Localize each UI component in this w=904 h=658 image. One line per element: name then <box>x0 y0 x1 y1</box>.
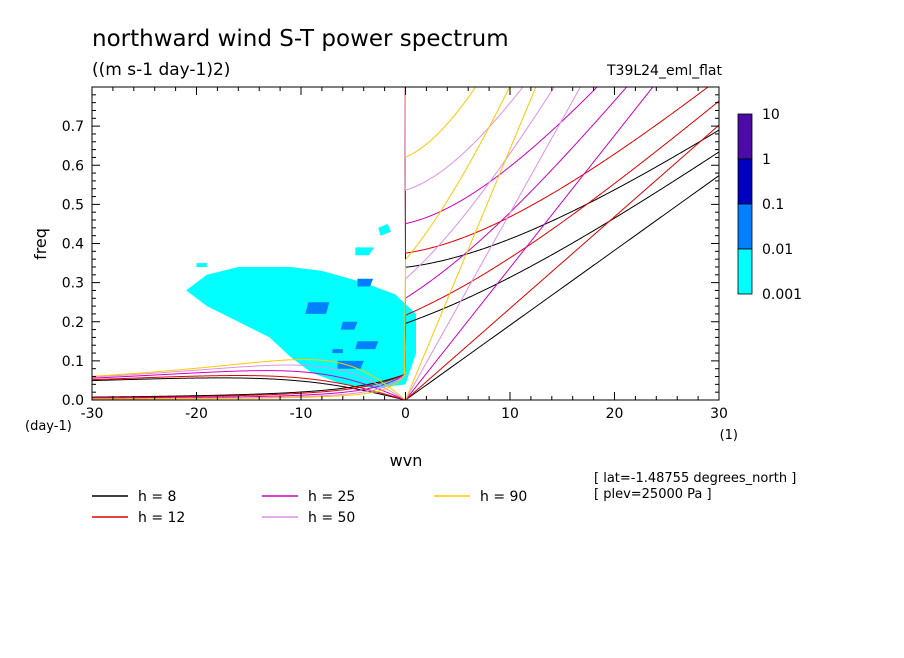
legend-label: h = 8 <box>138 489 176 505</box>
spectrum-region-0 <box>186 267 416 389</box>
rossby-curve-h50 <box>92 364 405 400</box>
colorbar-swatch <box>737 248 753 295</box>
eastward-ig0-curve-h90 <box>405 87 511 261</box>
legend: h = 8 h = 12 h = 25 h = 50 h = 90 <box>92 489 527 526</box>
rossby-curve-h90 <box>92 358 405 400</box>
colorbar-swatch <box>737 113 753 160</box>
eastward-ig0-curve-h8 <box>405 151 719 324</box>
spectrum-region-8 <box>332 349 343 354</box>
x-tick-label: -20 <box>185 406 208 422</box>
colorbar-swatch <box>737 203 753 250</box>
eastward-ig0-curve-h50 <box>405 87 555 280</box>
spectrum-region-6 <box>340 321 358 330</box>
kelvin-curve-h25 <box>405 87 654 400</box>
spectrum-region-3 <box>196 263 207 267</box>
rossby-curve-h25 <box>92 370 405 400</box>
chart-subtitle: ((m s-1 day-1)2) <box>92 60 230 80</box>
inertia-gravity-curve-h25 <box>404 87 598 225</box>
spectrum-region-1 <box>378 223 391 236</box>
x-tick-label: 0 <box>401 406 410 422</box>
kelvin-curve-h90 <box>405 87 537 400</box>
colorbar-label: 0.01 <box>762 242 793 258</box>
spectrum-region-2 <box>355 247 375 256</box>
x-axis-label: wvn <box>390 451 423 470</box>
x-tick-label: -10 <box>290 406 313 422</box>
spectrum-region-9 <box>337 360 364 369</box>
inertia-gravity-curve-h90 <box>404 87 477 158</box>
eastward-ig0-curve-h12 <box>405 100 719 316</box>
spectrum-region-5 <box>305 302 330 314</box>
x-unit-label: (1) <box>720 428 738 443</box>
colorbar-label: 10 <box>762 107 780 123</box>
mrg-curve-h8 <box>92 323 406 398</box>
colorbar-label: 1 <box>762 152 771 168</box>
y-axis-label: freq <box>31 228 50 260</box>
chart-title: northward wind S-T power spectrum <box>92 26 509 52</box>
x-tick-label: -30 <box>81 406 104 422</box>
colorbar-label: 0.1 <box>762 197 784 213</box>
legend-label: h = 50 <box>308 510 355 526</box>
legend-label: h = 90 <box>480 489 527 505</box>
y-tick-label: 0.1 <box>62 354 84 370</box>
kelvin-curve-h50 <box>405 87 581 400</box>
dispersion-curves <box>92 87 719 400</box>
kelvin-curve-h8 <box>405 175 719 400</box>
y-tick-label: 0.7 <box>62 119 84 135</box>
colorbar-swatch <box>737 158 753 205</box>
axis-ticks: -30 -20 -10 0 10 20 30 0.0 0.1 0.2 0.3 0.4 0.5 0.6 0.7 <box>62 86 728 422</box>
inertia-gravity-curve-h50 <box>404 87 524 191</box>
spectrum-region-4 <box>357 278 374 287</box>
y-tick-label: 0.4 <box>62 237 84 253</box>
legend-label: h = 12 <box>138 510 185 526</box>
spectrum-fills <box>186 223 416 389</box>
x-tick-label: 30 <box>710 406 728 422</box>
inertia-gravity-curve-h12 <box>404 87 709 254</box>
rossby-curve-h12 <box>92 375 405 400</box>
annotation-lat: [ lat=-1.48755 degrees_north ] <box>594 471 796 486</box>
eastward-ig0-curve-h25 <box>405 87 628 299</box>
run-label: T39L24_eml_flat <box>606 63 723 79</box>
colorbar-label: 0.001 <box>762 287 802 303</box>
x-tick-label: 10 <box>501 406 519 422</box>
mrg-curve-h12 <box>92 315 406 399</box>
legend-label: h = 25 <box>308 489 355 505</box>
y-tick-label: 0.5 <box>62 197 84 213</box>
colorbar: 10 1 0.1 0.01 0.001 <box>737 107 802 303</box>
y-tick-label: 0.3 <box>62 276 84 292</box>
y-unit-label: (day-1) <box>25 419 72 434</box>
spectrum-region-7 <box>355 341 379 350</box>
y-tick-label: 0.0 <box>62 393 84 409</box>
kelvin-curve-h12 <box>405 124 719 400</box>
annotation-plev: [ plev=25000 Pa ] <box>594 487 712 502</box>
x-tick-label: 20 <box>606 406 624 422</box>
y-tick-label: 0.6 <box>62 158 84 174</box>
mrg-curve-h90 <box>92 259 406 400</box>
mrg-curve-h25 <box>92 298 406 399</box>
y-tick-label: 0.2 <box>62 315 84 331</box>
